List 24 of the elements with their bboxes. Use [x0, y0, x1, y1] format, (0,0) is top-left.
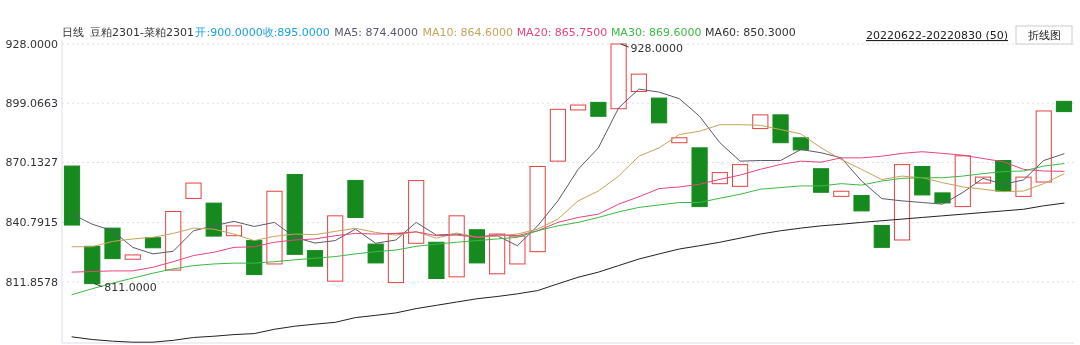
y-tick-label: 870.1327 — [5, 156, 58, 170]
line-series — [71, 163, 1065, 296]
line-series — [71, 151, 1065, 273]
text: 折线图 — [1027, 29, 1061, 42]
chart-title: 日线 — [62, 26, 84, 39]
text: MA30: 869.6000 — [610, 26, 702, 39]
candlestick — [367, 243, 384, 264]
text: 20220622-20220830 (50) — [865, 29, 1008, 42]
annotation: 811.0000 — [104, 281, 157, 295]
annotation: 928.0000 — [630, 41, 684, 55]
text: MA10: 864.6000 — [422, 26, 514, 39]
text: MA20: 865.7500 — [516, 26, 608, 39]
text: MA60: 850.3000 — [705, 26, 796, 39]
line-series — [71, 202, 1065, 343]
text: 开:900.0000收:895.0000 — [195, 26, 330, 39]
y-tick-label: 928.0000 — [5, 37, 58, 51]
candlestick — [873, 224, 890, 248]
text: MA5: 874.4000 — [334, 26, 419, 39]
y-tick-label: 811.8578 — [5, 275, 58, 289]
chart-subtitle: 豆粕2301-菜粕2301 — [90, 26, 194, 39]
y-tick-label: 840.7915 — [5, 216, 58, 230]
line-series — [71, 124, 1065, 248]
line-series — [71, 88, 1065, 255]
y-tick-label: 899.0663 — [5, 97, 58, 111]
